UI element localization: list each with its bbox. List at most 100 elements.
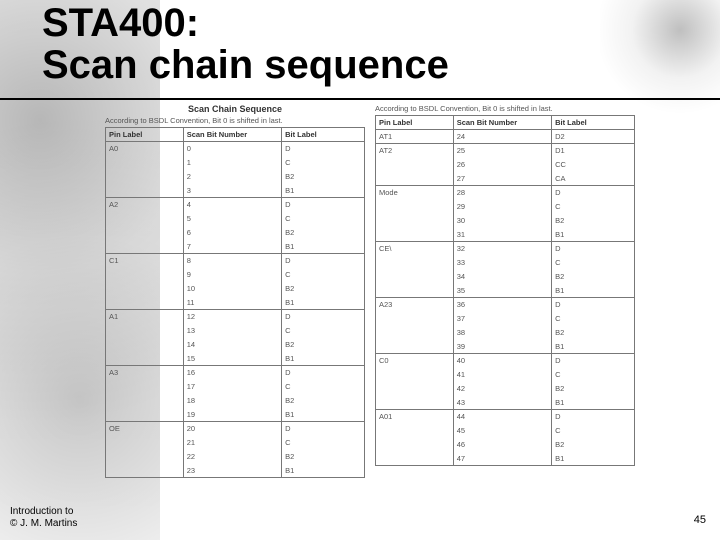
cell-pin bbox=[106, 212, 184, 226]
cell-scanbit: 18 bbox=[183, 394, 281, 408]
table-row: 27CA bbox=[376, 172, 635, 186]
cell-pin bbox=[106, 184, 184, 198]
cell-bitlabel: B2 bbox=[552, 214, 635, 228]
cell-scanbit: 0 bbox=[183, 142, 281, 156]
cell-bitlabel: B2 bbox=[552, 270, 635, 284]
cell-bitlabel: C bbox=[282, 436, 365, 450]
cell-scanbit: 33 bbox=[453, 256, 551, 270]
cell-pin: AT1 bbox=[376, 130, 454, 144]
cell-scanbit: 13 bbox=[183, 324, 281, 338]
cell-pin bbox=[376, 340, 454, 354]
cell-bitlabel: C bbox=[282, 156, 365, 170]
cell-pin bbox=[106, 296, 184, 310]
cell-bitlabel: CA bbox=[552, 172, 635, 186]
table-row: C18D bbox=[106, 254, 365, 268]
cell-scanbit: 46 bbox=[453, 438, 551, 452]
right-panel-subtitle: According to BSDL Convention, Bit 0 is s… bbox=[375, 104, 635, 113]
cell-scanbit: 6 bbox=[183, 226, 281, 240]
cell-bitlabel: D2 bbox=[552, 130, 635, 144]
cell-bitlabel: C bbox=[552, 312, 635, 326]
left-panel: Scan Chain Sequence According to BSDL Co… bbox=[105, 104, 365, 478]
cell-scanbit: 14 bbox=[183, 338, 281, 352]
cell-pin bbox=[376, 438, 454, 452]
cell-scanbit: 32 bbox=[453, 242, 551, 256]
cell-scanbit: 28 bbox=[453, 186, 551, 200]
table-row: 13C bbox=[106, 324, 365, 338]
table-row: 11B1 bbox=[106, 296, 365, 310]
table-row: A2336D bbox=[376, 298, 635, 312]
cell-scanbit: 36 bbox=[453, 298, 551, 312]
col-scan-bit: Scan Bit Number bbox=[183, 128, 281, 142]
cell-scanbit: 21 bbox=[183, 436, 281, 450]
cell-scanbit: 35 bbox=[453, 284, 551, 298]
col-pin-label: Pin Label bbox=[106, 128, 184, 142]
cell-scanbit: 8 bbox=[183, 254, 281, 268]
cell-pin: A23 bbox=[376, 298, 454, 312]
cell-scanbit: 3 bbox=[183, 184, 281, 198]
table-row: 7B1 bbox=[106, 240, 365, 254]
table-row: 38B2 bbox=[376, 326, 635, 340]
cell-bitlabel: B1 bbox=[552, 228, 635, 242]
cell-scanbit: 4 bbox=[183, 198, 281, 212]
cell-scanbit: 1 bbox=[183, 156, 281, 170]
cell-scanbit: 26 bbox=[453, 158, 551, 172]
cell-bitlabel: B2 bbox=[282, 226, 365, 240]
col-bit-label: Bit Label bbox=[282, 128, 365, 142]
table-row: 3B1 bbox=[106, 184, 365, 198]
cell-pin bbox=[376, 214, 454, 228]
cell-scanbit: 15 bbox=[183, 352, 281, 366]
table-row: 37C bbox=[376, 312, 635, 326]
col-scan-bit: Scan Bit Number bbox=[453, 116, 551, 130]
cell-bitlabel: B1 bbox=[282, 240, 365, 254]
cell-pin: Mode bbox=[376, 186, 454, 200]
cell-pin bbox=[106, 170, 184, 184]
table-row: 21C bbox=[106, 436, 365, 450]
table-row: 2B2 bbox=[106, 170, 365, 184]
cell-scanbit: 39 bbox=[453, 340, 551, 354]
cell-scanbit: 9 bbox=[183, 268, 281, 282]
cell-bitlabel: C bbox=[552, 256, 635, 270]
cell-pin bbox=[106, 394, 184, 408]
cell-scanbit: 5 bbox=[183, 212, 281, 226]
table-row: A24D bbox=[106, 198, 365, 212]
cell-scanbit: 22 bbox=[183, 450, 281, 464]
cell-pin bbox=[106, 324, 184, 338]
cell-scanbit: 2 bbox=[183, 170, 281, 184]
cell-scanbit: 38 bbox=[453, 326, 551, 340]
cell-scanbit: 30 bbox=[453, 214, 551, 228]
table-row: A316D bbox=[106, 366, 365, 380]
cell-bitlabel: B1 bbox=[552, 396, 635, 410]
cell-scanbit: 42 bbox=[453, 382, 551, 396]
table-row: 23B1 bbox=[106, 464, 365, 478]
cell-bitlabel: B2 bbox=[552, 326, 635, 340]
table-row: 26CC bbox=[376, 158, 635, 172]
cell-scanbit: 27 bbox=[453, 172, 551, 186]
table-row: 33C bbox=[376, 256, 635, 270]
cell-pin bbox=[106, 338, 184, 352]
cell-scanbit: 24 bbox=[453, 130, 551, 144]
cell-bitlabel: C bbox=[552, 200, 635, 214]
table-row: 46B2 bbox=[376, 438, 635, 452]
table-row: 29C bbox=[376, 200, 635, 214]
cell-pin: A3 bbox=[106, 366, 184, 380]
cell-bitlabel: D bbox=[282, 366, 365, 380]
cell-bitlabel: D bbox=[282, 310, 365, 324]
horizontal-rule bbox=[0, 98, 720, 100]
cell-scanbit: 20 bbox=[183, 422, 281, 436]
cell-pin bbox=[106, 380, 184, 394]
cell-pin bbox=[376, 284, 454, 298]
cell-pin bbox=[106, 268, 184, 282]
cell-bitlabel: B2 bbox=[282, 170, 365, 184]
cell-pin bbox=[106, 450, 184, 464]
cell-pin bbox=[376, 326, 454, 340]
cell-bitlabel: B2 bbox=[282, 338, 365, 352]
cell-scanbit: 19 bbox=[183, 408, 281, 422]
table-row: 9C bbox=[106, 268, 365, 282]
cell-bitlabel: C bbox=[282, 212, 365, 226]
cell-scanbit: 34 bbox=[453, 270, 551, 284]
cell-pin: C0 bbox=[376, 354, 454, 368]
table-row: 43B1 bbox=[376, 396, 635, 410]
cell-pin bbox=[376, 228, 454, 242]
footer-line2: © J. M. Martins bbox=[10, 518, 77, 529]
cell-bitlabel: C bbox=[282, 380, 365, 394]
